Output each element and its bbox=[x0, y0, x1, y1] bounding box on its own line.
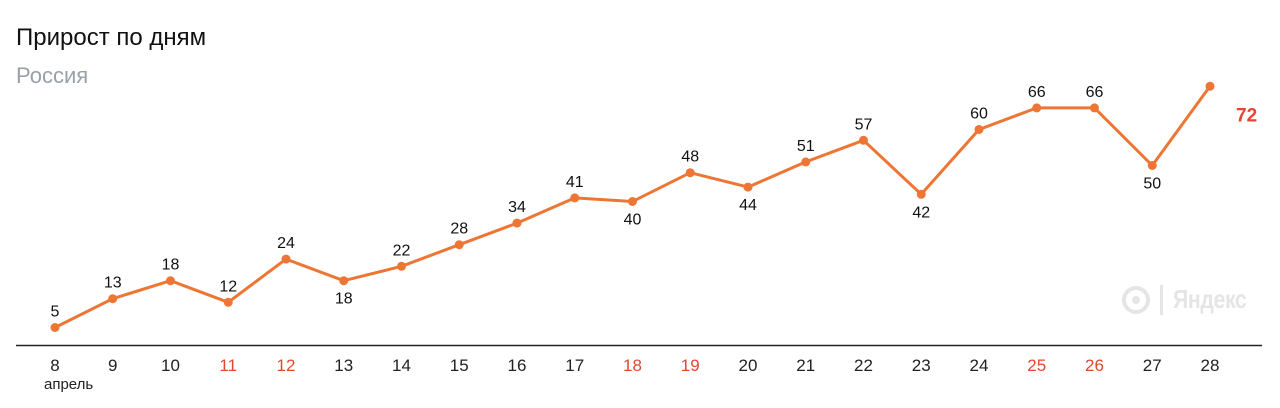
x-tick-label: 16 bbox=[508, 356, 527, 375]
x-tick-label: 25 bbox=[1027, 356, 1046, 375]
data-label: 40 bbox=[624, 212, 642, 229]
data-label: 5 bbox=[51, 304, 60, 321]
data-point bbox=[339, 276, 349, 286]
x-tick-label: 12 bbox=[277, 356, 296, 375]
data-label: 72 bbox=[1236, 105, 1257, 126]
data-point bbox=[1205, 81, 1215, 91]
data-point bbox=[1147, 161, 1157, 170]
x-tick-label: 22 bbox=[854, 356, 873, 375]
data-label: 66 bbox=[1028, 84, 1046, 101]
data-point bbox=[166, 276, 175, 286]
data-label: 34 bbox=[508, 199, 526, 216]
data-label: 13 bbox=[104, 275, 122, 292]
data-label: 28 bbox=[450, 221, 468, 238]
data-label: 18 bbox=[335, 291, 353, 308]
watermark-divider bbox=[1160, 284, 1163, 315]
data-point bbox=[223, 297, 233, 307]
data-point bbox=[50, 323, 60, 332]
data-point bbox=[570, 193, 580, 203]
x-tick-label: 8 bbox=[50, 356, 59, 375]
data-point bbox=[1090, 103, 1099, 113]
data-point bbox=[397, 261, 406, 271]
data-label: 57 bbox=[855, 116, 873, 133]
chart-subtitle: Россия bbox=[16, 63, 89, 88]
yandex-watermark: Яндекс bbox=[1122, 284, 1263, 315]
data-point bbox=[281, 254, 291, 264]
data-label: 12 bbox=[219, 278, 237, 295]
x-tick-label: 19 bbox=[681, 356, 700, 375]
data-point bbox=[512, 218, 522, 228]
x-tick-label: 18 bbox=[623, 356, 642, 375]
data-point bbox=[108, 294, 118, 304]
x-tick-label: 10 bbox=[161, 356, 180, 375]
x-tick-label: 14 bbox=[392, 356, 411, 375]
data-label: 18 bbox=[162, 257, 180, 274]
data-label: 50 bbox=[1143, 176, 1161, 193]
data-label: 48 bbox=[681, 149, 699, 166]
data-point bbox=[801, 157, 811, 167]
chart-title: Прирост по дням bbox=[16, 24, 207, 51]
x-tick-label: 28 bbox=[1201, 356, 1220, 375]
data-point bbox=[743, 182, 753, 192]
x-tick-label: 15 bbox=[450, 356, 469, 375]
month-label: апрель bbox=[44, 376, 93, 393]
x-tick-label: 13 bbox=[334, 356, 353, 375]
data-point bbox=[974, 125, 984, 134]
data-point bbox=[685, 168, 695, 178]
x-tick-label: 20 bbox=[739, 356, 758, 375]
x-tick-label: 24 bbox=[970, 356, 989, 375]
data-label: 41 bbox=[566, 174, 584, 191]
data-label: 60 bbox=[970, 106, 988, 123]
data-label: 24 bbox=[277, 235, 295, 252]
x-tick-label: 27 bbox=[1143, 356, 1162, 375]
x-tick-label: 26 bbox=[1085, 356, 1104, 375]
data-label: 22 bbox=[393, 242, 411, 259]
data-label: 44 bbox=[739, 197, 757, 214]
x-tick-label: 9 bbox=[108, 356, 117, 375]
data-label: 66 bbox=[1086, 84, 1104, 101]
data-label: 51 bbox=[797, 138, 815, 155]
watermark-text: Яндекс bbox=[1173, 284, 1247, 314]
data-point bbox=[1032, 103, 1042, 113]
data-point bbox=[628, 197, 637, 206]
data-point bbox=[916, 189, 926, 199]
x-tick-label: 11 bbox=[219, 356, 237, 375]
x-tick-label: 23 bbox=[912, 356, 931, 375]
data-point bbox=[859, 135, 868, 145]
data-label: 42 bbox=[912, 204, 930, 221]
x-tick-label: 21 bbox=[796, 356, 815, 375]
x-tick-label: 17 bbox=[565, 356, 584, 375]
yandex-logo-icon bbox=[1122, 285, 1150, 314]
data-point bbox=[454, 240, 464, 250]
